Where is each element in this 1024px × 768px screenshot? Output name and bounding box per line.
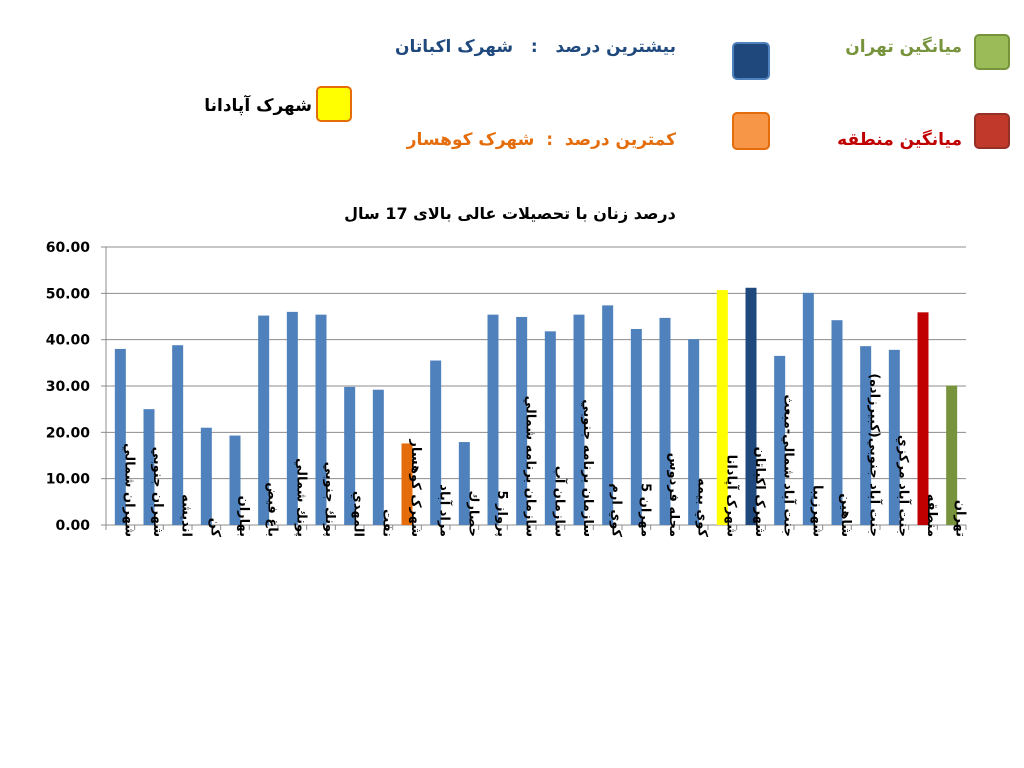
- bar: [401, 443, 413, 525]
- x-tick-label: سازمان برنامه جنوبي: [580, 399, 595, 537]
- y-tick-label: 0.00: [55, 518, 90, 534]
- subject-legend-text: شهرک آپادانا: [204, 96, 312, 116]
- bar: [688, 339, 700, 525]
- x-tick-label: تهران: [953, 500, 968, 537]
- bar: [802, 292, 814, 525]
- subject-legend-swatch: [316, 86, 352, 122]
- x-tick-label: پونك جنوبي: [322, 462, 337, 537]
- bar: [716, 290, 728, 525]
- x-tick-label: شهران جنوبي: [150, 447, 165, 537]
- bar: [372, 389, 384, 525]
- x-tick-label: شهران شمالي: [121, 443, 136, 537]
- x-tick-label: پونك شمالي: [293, 458, 308, 537]
- x-tick-label: شهرک اكباتان: [752, 447, 767, 537]
- x-tick-label: شهرک کوهسار: [408, 438, 423, 537]
- bar: [745, 287, 757, 525]
- region-legend-swatch: [974, 113, 1010, 149]
- bar: [516, 316, 528, 525]
- bar: [458, 442, 470, 525]
- x-tick-label: حصارك: [465, 491, 480, 537]
- max-legend-separator: :: [530, 37, 538, 57]
- x-tick-label: منطقه: [924, 494, 939, 537]
- x-tick-label: شهرزيبا: [809, 485, 824, 537]
- x-tick-label: جنت آباد جنوبي(كبيرزاده): [867, 373, 884, 537]
- x-tick-label: كوي بيمه: [695, 478, 710, 537]
- x-tick-label: مراد آباد: [437, 484, 454, 537]
- min-legend-label: کمترين درصد: [564, 130, 676, 150]
- x-tick-label: نفت: [379, 509, 394, 537]
- tehran-legend-swatch: [974, 34, 1010, 70]
- x-tick-label: جنت آباد مركزي: [895, 435, 912, 537]
- y-tick-label: 50.00: [46, 286, 91, 302]
- x-tick-label: انديشه: [179, 494, 194, 537]
- max-legend-label: بيشترين درصد: [555, 37, 677, 57]
- x-tick-label: شاهين: [838, 493, 853, 537]
- x-tick-label: كن: [207, 518, 222, 538]
- min-legend-text: کمترين درصد : شهرک کوهسار: [407, 130, 676, 150]
- x-tick-label: محله فردوس: [666, 453, 681, 537]
- x-tick-label: شهرک آپادانا: [723, 455, 740, 537]
- bar: [774, 355, 786, 525]
- y-tick-label: 10.00: [46, 472, 91, 488]
- bar: [172, 345, 184, 525]
- bar: [286, 311, 298, 525]
- min-legend-value: شهرک کوهسار: [406, 130, 535, 150]
- bar: [602, 305, 614, 525]
- bar: [573, 314, 585, 525]
- tehran-legend-text: ميانگين تهران: [845, 37, 962, 57]
- bar: [114, 348, 126, 525]
- bar: [258, 315, 270, 525]
- x-tick-label: بهاران: [236, 496, 251, 537]
- x-tick-labels: شهران شمالي شهران جنوبي انديشه كن بهاران باغ …: [121, 373, 967, 537]
- min-legend-swatch: [732, 112, 770, 150]
- y-tick-label: 60.00: [46, 240, 91, 256]
- bars: [114, 287, 958, 525]
- x-tick-label: سازمان آب: [551, 466, 568, 537]
- max-legend-text: بيشترين درصد : شهرک اكباتان: [395, 37, 676, 57]
- chart-title: درصد زنان با تحصيلات عالی بالای 17 سال: [344, 204, 676, 223]
- y-tick-label: 30.00: [46, 379, 91, 395]
- bar: [888, 349, 900, 525]
- max-legend-swatch: [732, 42, 770, 80]
- axes: [101, 246, 967, 530]
- min-legend-separator: :: [546, 130, 553, 150]
- bar: [860, 346, 872, 525]
- bar: [229, 435, 241, 525]
- x-tick-label: كوي ارم: [609, 483, 624, 537]
- bar: [659, 317, 671, 525]
- bar: [200, 427, 212, 525]
- bar: [630, 329, 642, 525]
- bar: [544, 331, 556, 525]
- x-tick-label: پرواز 5: [494, 490, 509, 537]
- x-tick-label: سازمان برنامه شمالي: [523, 396, 538, 537]
- y-tick-label: 20.00: [46, 425, 91, 441]
- y-tick-label: 40.00: [46, 333, 91, 349]
- bar: [143, 409, 155, 525]
- bar: [831, 320, 843, 525]
- max-legend-value: شهرک اكباتان: [395, 37, 514, 57]
- x-tick-label: مهران 5: [637, 483, 652, 537]
- y-tick-labels: 0.00 10.00 20.00 30.00 40.00 50.00 60.00: [46, 240, 91, 534]
- bar: [487, 314, 499, 525]
- bar: [315, 314, 327, 525]
- region-legend-text: ميانگين منطقه: [837, 130, 962, 150]
- x-tick-label: المهدي: [351, 491, 366, 537]
- bar: [430, 360, 442, 525]
- bar: [344, 386, 356, 525]
- bar: [946, 385, 958, 525]
- bar: [917, 312, 929, 525]
- x-tick-label: جنت آباد شمالي-مبعث: [781, 394, 798, 537]
- x-tick-label: باغ فيض: [265, 482, 280, 537]
